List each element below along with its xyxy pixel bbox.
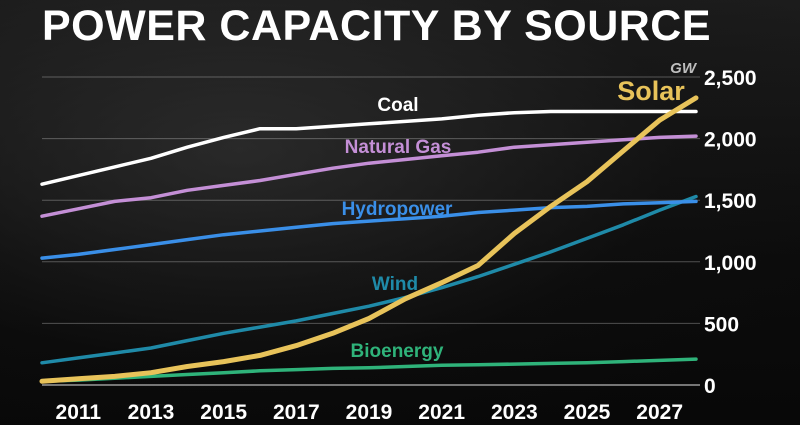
series-label-wind: Wind	[372, 274, 418, 295]
x-tick-label: 2027	[636, 401, 683, 424]
series-label-hydropower: Hydropower	[342, 199, 453, 220]
series-line-wind	[40, 194, 698, 365]
series-line-coal	[40, 109, 698, 186]
x-tick-label: 2021	[418, 401, 465, 424]
x-tick-label: 2011	[56, 401, 102, 424]
y-tick-label: 500	[704, 313, 739, 336]
x-tick-label: 2019	[346, 401, 393, 424]
series-label-natural-gas: Natural Gas	[345, 137, 452, 158]
chart-title: POWER CAPACITY BY SOURCE	[42, 2, 712, 50]
series-line-hydropower	[40, 199, 698, 260]
series-label-bioenergy: Bioenergy	[351, 341, 444, 362]
x-tick-label: 2015	[200, 401, 247, 424]
series-label-solar: Solar	[617, 76, 685, 106]
series-line-natural-gas	[40, 134, 698, 218]
y-tick-label: 0	[704, 375, 716, 398]
y-tick-label: 2,500	[704, 67, 757, 90]
y-tick-label: 1,000	[704, 252, 757, 275]
x-tick-label: 2025	[564, 401, 611, 424]
unit-label: GW	[670, 60, 698, 77]
x-tick-label: 2023	[491, 401, 538, 424]
series-line-solar	[39, 95, 699, 384]
series-label-coal: Coal	[377, 95, 418, 116]
x-tick-label: 2013	[128, 401, 175, 424]
y-tick-label: 1,500	[704, 190, 757, 213]
series-line-bioenergy	[40, 357, 698, 384]
y-tick-label: 2,000	[704, 129, 757, 152]
x-tick-label: 2017	[273, 401, 320, 424]
